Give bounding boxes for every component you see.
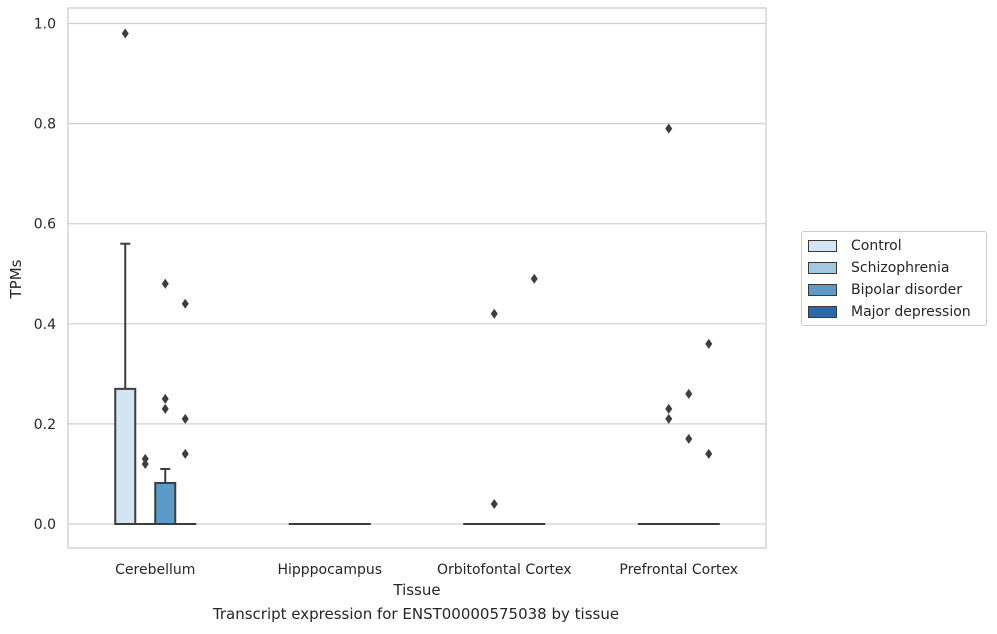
x-tick-label: Hipppocampus [277, 562, 382, 578]
outlier-point [665, 413, 673, 424]
legend-item-major-depression: Major depression [808, 304, 971, 320]
x-tick-label: Cerebellum [115, 562, 195, 578]
outlier-point [530, 273, 538, 284]
outlier-point [121, 28, 129, 39]
legend-item-bipolar-disorder: Bipolar disorder [808, 282, 962, 298]
outlier-point [665, 123, 673, 134]
outlier-point [141, 453, 149, 464]
x-tick-labels: Cerebellum Hipppocampus Orbitofontal Corte… [115, 562, 738, 578]
outlier-point [665, 403, 673, 414]
outlier-point [161, 278, 169, 289]
y-tick-label: 0.6 [34, 217, 56, 233]
x-tick-label: Orbitofontal Cortex [437, 562, 572, 578]
legend: Control Schizophrenia Bipolar disorder M… [801, 231, 987, 326]
x-tick-label: Prefrontal Cortex [619, 562, 738, 578]
legend-label-control: Control [851, 238, 902, 254]
outlier-point [490, 308, 498, 319]
legend-swatch-control [808, 240, 837, 252]
outlier-point [705, 338, 713, 349]
outlier-point [181, 298, 189, 309]
y-tick-label: 1.0 [34, 17, 56, 33]
box-plots [114, 28, 720, 526]
figure-caption: Transcript expression for ENST0000057503… [212, 605, 620, 623]
legend-item-schizophrenia: Schizophrenia [808, 260, 949, 276]
legend-label-major-depression: Major depression [851, 304, 971, 320]
y-tick-labels: 0.0 0.2 0.4 0.6 0.8 1.0 [34, 17, 56, 534]
outlier-point [181, 448, 189, 459]
box [154, 481, 177, 526]
box [114, 387, 137, 525]
legend-label-schizophrenia: Schizophrenia [851, 260, 950, 276]
legend-item-control: Control [808, 238, 902, 254]
outlier-point [161, 403, 169, 414]
outlier-point [490, 498, 498, 509]
outlier-point [161, 393, 169, 404]
y-tick-label: 0.2 [34, 417, 56, 433]
y-tick-label: 0.8 [34, 117, 56, 133]
outlier-point [685, 388, 693, 399]
grid-lines [68, 22, 766, 525]
legend-swatch-schizophrenia [808, 262, 837, 274]
y-tick-label: 0.4 [34, 317, 56, 333]
outlier-point [685, 433, 693, 444]
x-axis-label: Tissue [392, 581, 440, 599]
outlier-point [181, 413, 189, 424]
plot-frame [67, 7, 767, 549]
y-axis-label: TPMs [7, 259, 25, 299]
y-tick-label: 0.0 [34, 517, 56, 533]
legend-label-bipolar-disorder: Bipolar disorder [851, 282, 963, 298]
outlier-point [141, 458, 149, 469]
outlier-point [705, 448, 713, 459]
legend-swatch-bipolar-disorder [808, 284, 837, 296]
legend-swatch-major-depression [808, 306, 837, 318]
